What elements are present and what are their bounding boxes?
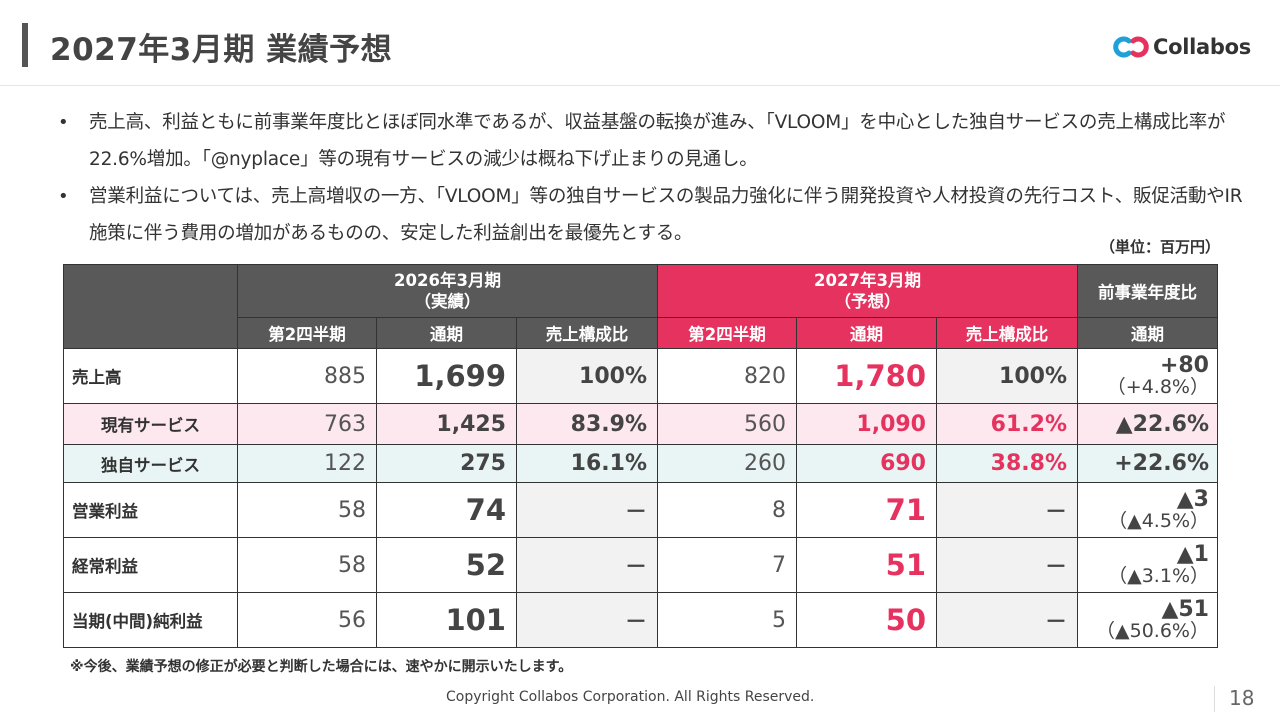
cell-ratio-2026: 16.1% bbox=[516, 444, 658, 483]
cell-q2-2026: 885 bbox=[237, 348, 377, 404]
table-corner bbox=[63, 264, 238, 349]
bullet-text: 営業利益については、売上高増収の一方、「VLOOM」等の独自サービスの製品力強化… bbox=[89, 186, 1243, 244]
bullet-marker: • bbox=[58, 112, 69, 133]
cell-fy-2027: 51 bbox=[796, 537, 937, 593]
table-row-net-income: 当期(中間)純利益 56 101 － 5 50 － ▲51 （▲50.6%） bbox=[63, 592, 1218, 648]
cell-comparison: ▲22.6% bbox=[1077, 403, 1218, 445]
cell-comparison: +22.6% bbox=[1077, 444, 1218, 483]
cell-fy-2026: 52 bbox=[376, 537, 517, 593]
cell-ratio-2027: － bbox=[936, 537, 1078, 593]
cell-comparison: ▲3 （▲4.5%） bbox=[1077, 482, 1218, 538]
cell-fy-2027: 690 bbox=[796, 444, 937, 483]
subheader-ratio-2027: 売上構成比 bbox=[936, 317, 1078, 349]
cell-q2-2027: 7 bbox=[657, 537, 797, 593]
comparison-percent: （+4.8%） bbox=[1106, 375, 1209, 398]
cell-ratio-2026: － bbox=[516, 592, 658, 648]
cell-ratio-2026: － bbox=[516, 482, 658, 538]
subheader-q2-2027: 第2四半期 bbox=[657, 317, 797, 349]
cell-q2-2026: 58 bbox=[237, 537, 377, 593]
bullet-text: 売上高、利益ともに前事業年度比とほぼ同水準であるが、収益基盤の転換が進み、「VL… bbox=[89, 112, 1226, 170]
collabos-logo-mark-icon bbox=[1113, 36, 1149, 58]
cell-fy-2027: 1,780 bbox=[796, 348, 937, 404]
subheader-fy-2026: 通期 bbox=[376, 317, 517, 349]
cell-ratio-2026: 100% bbox=[516, 348, 658, 404]
row-label: 当期(中間)純利益 bbox=[63, 592, 238, 648]
cell-fy-2026: 1,699 bbox=[376, 348, 517, 404]
page-title: 2027年3月期 業績予想 bbox=[50, 32, 393, 68]
comparison-percent: （▲3.1%） bbox=[1108, 564, 1209, 587]
cell-fy-2026: 275 bbox=[376, 444, 517, 483]
cell-comparison: ▲1 （▲3.1%） bbox=[1077, 537, 1218, 593]
summary-bullets: • 売上高、利益ともに前事業年度比とほぼ同水準であるが、収益基盤の転換が進み、「… bbox=[58, 104, 1248, 252]
page-number-divider bbox=[1214, 686, 1215, 712]
unit-label: （単位：百万円） bbox=[1100, 238, 1221, 256]
cell-q2-2026: 58 bbox=[237, 482, 377, 538]
page-number: 18 bbox=[1229, 686, 1255, 710]
cell-comparison: ▲51 （▲50.6%） bbox=[1077, 592, 1218, 648]
cell-ratio-2026: － bbox=[516, 537, 658, 593]
cell-fy-2027: 1,090 bbox=[796, 403, 937, 445]
subheader-q2-2026: 第2四半期 bbox=[237, 317, 377, 349]
forecast-table: 2026年3月期 （実績） 2027年3月期 （予想） 前事業年度比 第2四半期… bbox=[63, 264, 1218, 648]
cell-q2-2027: 820 bbox=[657, 348, 797, 404]
table-row-ordinary-income: 経常利益 58 52 － 7 51 － ▲1 （▲3.1%） bbox=[63, 537, 1218, 593]
subheader-fy-comparison: 通期 bbox=[1077, 317, 1218, 349]
comparison-value: +80 bbox=[1159, 353, 1209, 379]
table-row-sales: 売上高 885 1,699 100% 820 1,780 100% +80 （+… bbox=[63, 348, 1218, 404]
row-label: 現有サービス bbox=[63, 403, 238, 445]
comparison-percent: （▲4.5%） bbox=[1108, 509, 1209, 532]
cell-fy-2027: 50 bbox=[796, 592, 937, 648]
comparison-percent: （▲50.6%） bbox=[1096, 619, 1209, 642]
comparison-value: ▲51 bbox=[1161, 597, 1209, 623]
cell-ratio-2027: － bbox=[936, 592, 1078, 648]
cell-q2-2026: 763 bbox=[237, 403, 377, 445]
group-header-2026: 2026年3月期 （実績） bbox=[237, 264, 658, 318]
logo-text: Collabos bbox=[1153, 35, 1251, 59]
cell-ratio-2026: 83.9% bbox=[516, 403, 658, 445]
cell-q2-2027: 8 bbox=[657, 482, 797, 538]
table-row-existing-services: 現有サービス 763 1,425 83.9% 560 1,090 61.2% ▲… bbox=[63, 403, 1218, 445]
header-divider bbox=[0, 85, 1280, 86]
subheader-fy-2027: 通期 bbox=[796, 317, 937, 349]
cell-fy-2026: 101 bbox=[376, 592, 517, 648]
cell-q2-2026: 122 bbox=[237, 444, 377, 483]
cell-fy-2027: 71 bbox=[796, 482, 937, 538]
cell-ratio-2027: 61.2% bbox=[936, 403, 1078, 445]
cell-fy-2026: 1,425 bbox=[376, 403, 517, 445]
row-label: 売上高 bbox=[63, 348, 238, 404]
row-label: 営業利益 bbox=[63, 482, 238, 538]
subheader-ratio-2026: 売上構成比 bbox=[516, 317, 658, 349]
group-header-comparison: 前事業年度比 bbox=[1077, 264, 1218, 318]
cell-q2-2026: 56 bbox=[237, 592, 377, 648]
copyright: Copyright Collabos Corporation. All Righ… bbox=[446, 689, 815, 705]
cell-ratio-2027: 38.8% bbox=[936, 444, 1078, 483]
cell-comparison: +80 （+4.8%） bbox=[1077, 348, 1218, 404]
title-accent-bar bbox=[22, 23, 28, 67]
table-row-operating-income: 営業利益 58 74 － 8 71 － ▲3 （▲4.5%） bbox=[63, 482, 1218, 538]
cell-q2-2027: 560 bbox=[657, 403, 797, 445]
collabos-logo: Collabos bbox=[1112, 30, 1251, 64]
bullet-marker: • bbox=[58, 186, 69, 207]
cell-q2-2027: 5 bbox=[657, 592, 797, 648]
comparison-value: ▲1 bbox=[1176, 542, 1209, 568]
cell-ratio-2027: － bbox=[936, 482, 1078, 538]
comparison-value: ▲3 bbox=[1176, 487, 1209, 513]
bullet-item: • 営業利益については、売上高増収の一方、「VLOOM」等の独自サービスの製品力… bbox=[58, 178, 1248, 252]
cell-ratio-2027: 100% bbox=[936, 348, 1078, 404]
cell-fy-2026: 74 bbox=[376, 482, 517, 538]
bullet-item: • 売上高、利益ともに前事業年度比とほぼ同水準であるが、収益基盤の転換が進み、「… bbox=[58, 104, 1248, 178]
row-label: 経常利益 bbox=[63, 537, 238, 593]
disclaimer-note: ※今後、業績予想の修正が必要と判断した場合には、速やかに開示いたします。 bbox=[70, 659, 573, 675]
table-row-original-services: 独自サービス 122 275 16.1% 260 690 38.8% +22.6… bbox=[63, 444, 1218, 483]
group-header-2027: 2027年3月期 （予想） bbox=[657, 264, 1078, 318]
cell-q2-2027: 260 bbox=[657, 444, 797, 483]
row-label: 独自サービス bbox=[63, 444, 238, 483]
